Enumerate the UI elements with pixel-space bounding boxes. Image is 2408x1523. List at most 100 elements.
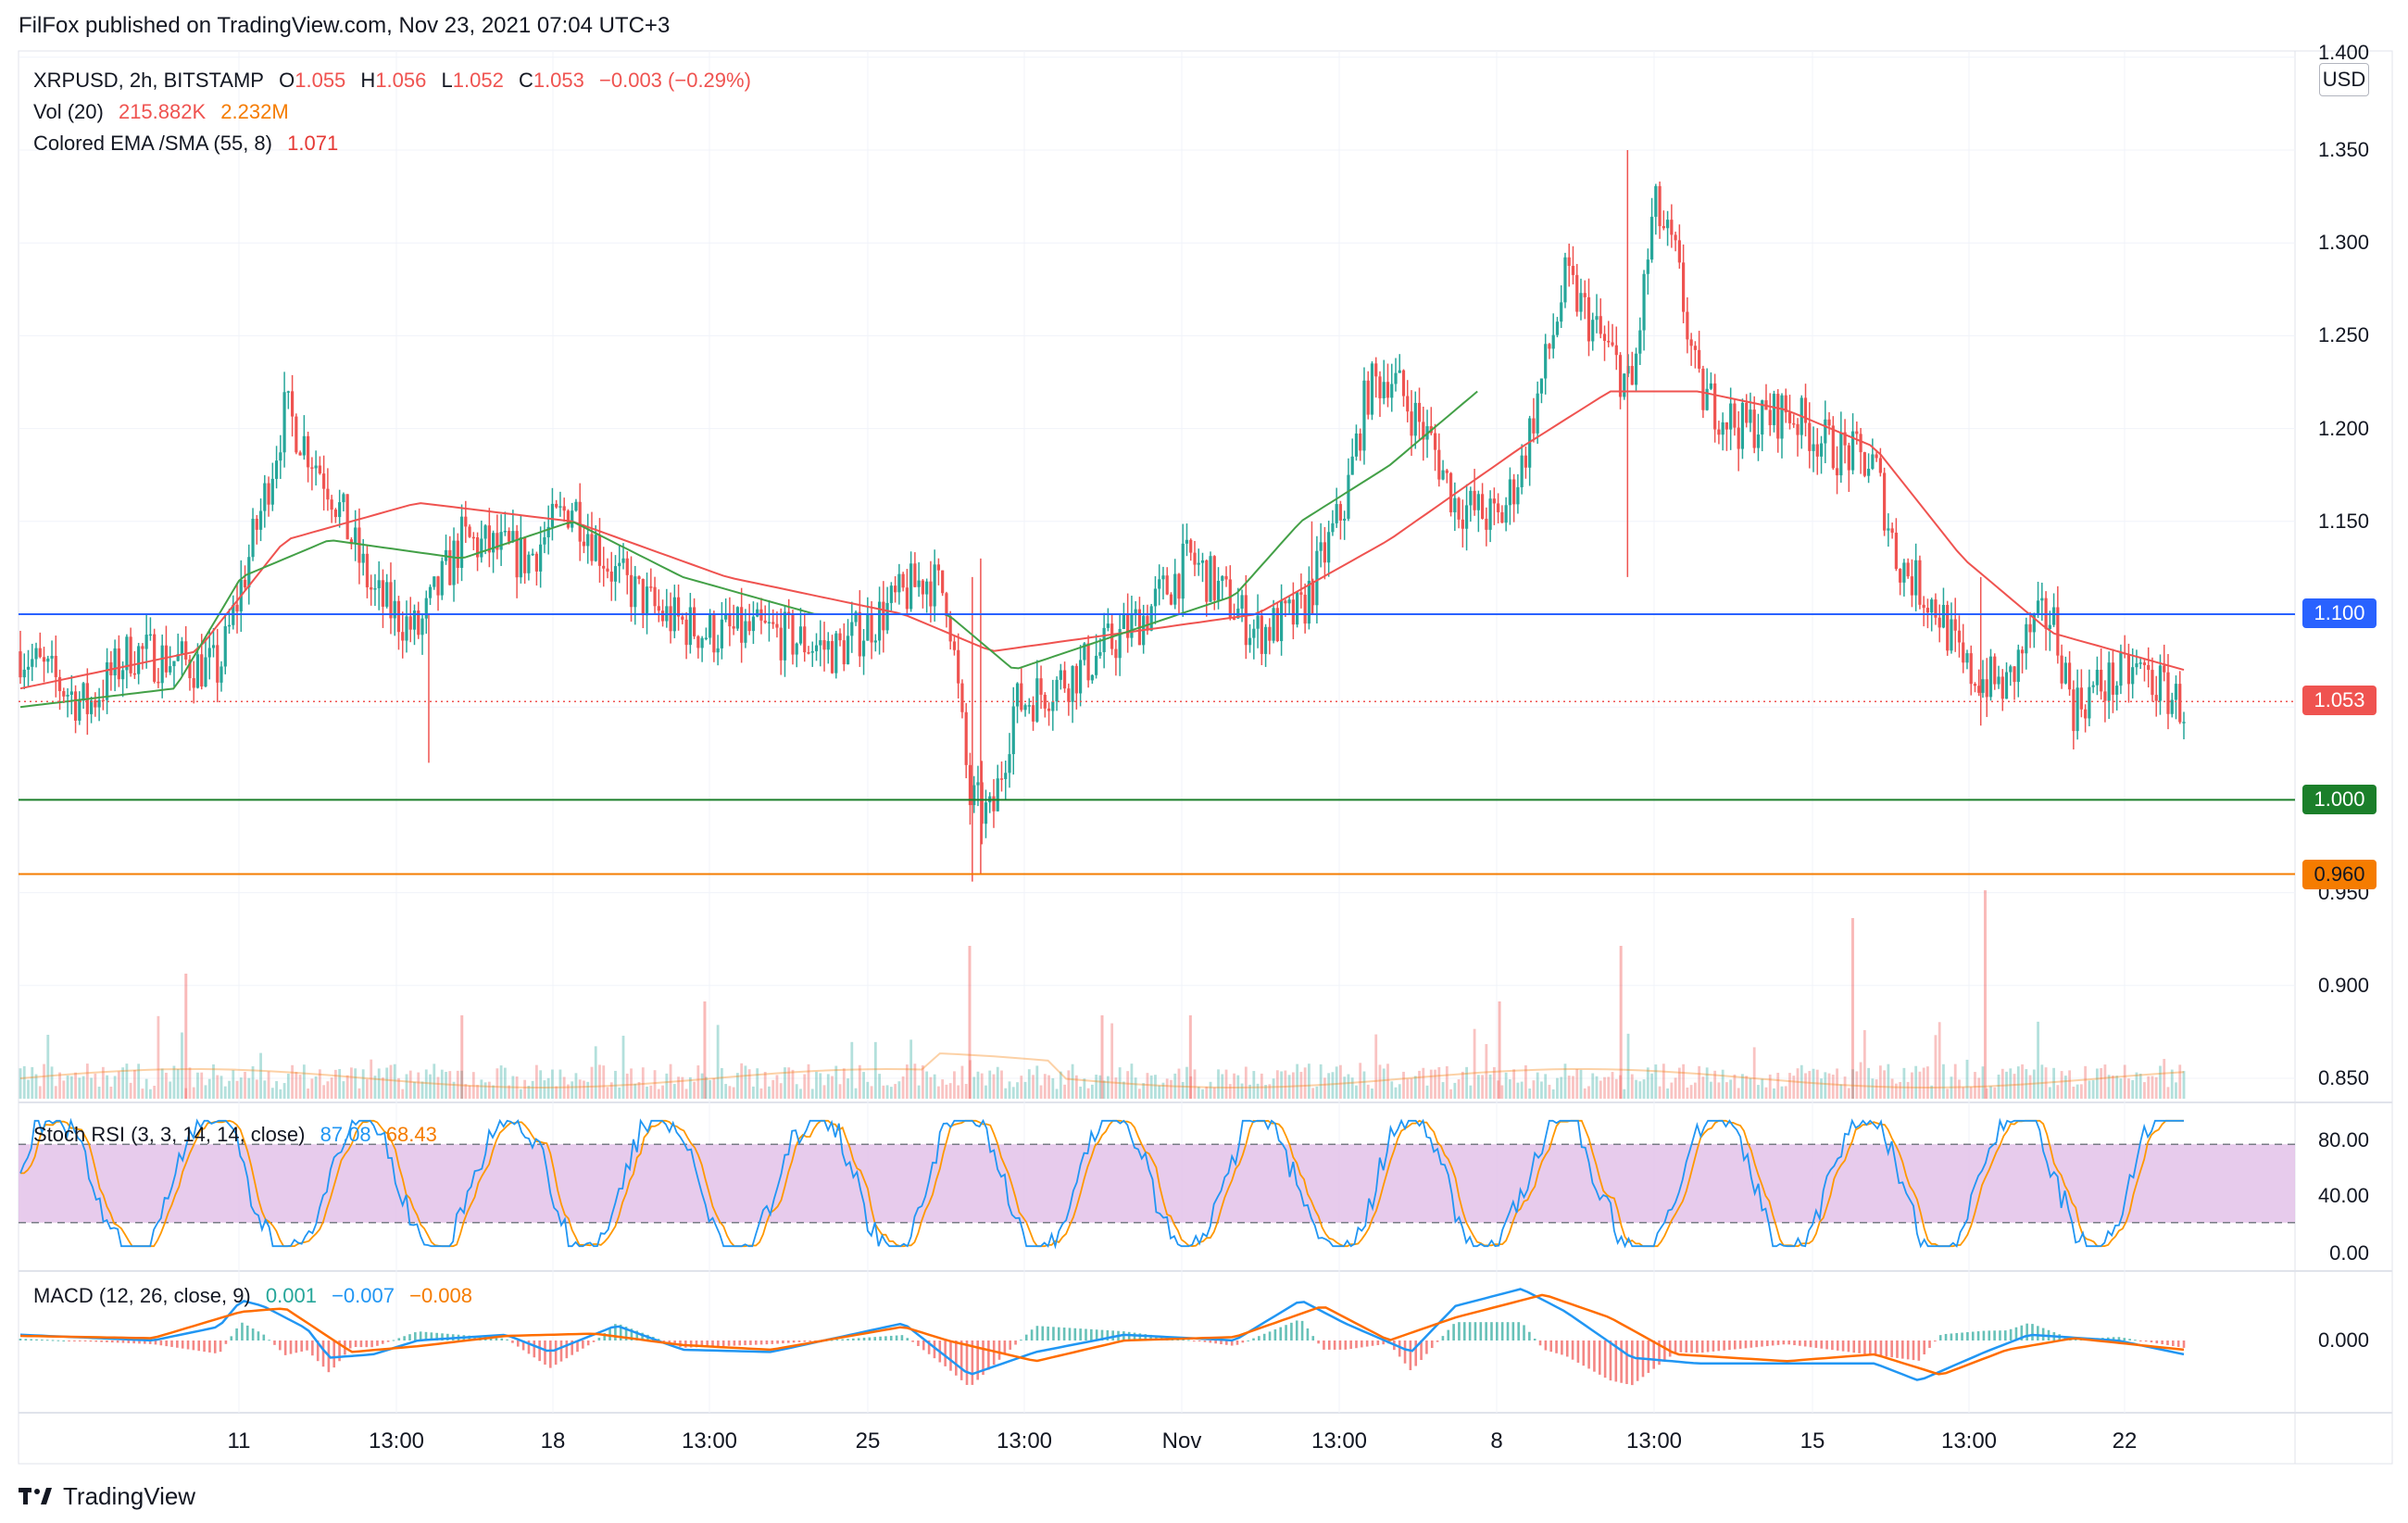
candle-body	[775, 623, 779, 628]
volume-bar	[1315, 1086, 1319, 1099]
macd-hist-bar	[657, 1339, 660, 1340]
candle-body	[1902, 562, 1906, 583]
volume-bar	[976, 1071, 980, 1099]
volume-bar	[819, 1073, 822, 1099]
candle-body	[188, 659, 192, 679]
candle-body	[282, 392, 286, 453]
candle-body	[1275, 608, 1279, 642]
symbol-label[interactable]: XRPUSD, 2h, BITSTAMP	[33, 69, 264, 92]
candle-body	[2166, 672, 2170, 714]
volume-label[interactable]: Vol (20)	[33, 100, 104, 123]
volume-bar	[1323, 1077, 1326, 1099]
currency-button[interactable]: USD	[2319, 63, 2369, 96]
volume-bar	[535, 1064, 538, 1099]
volume-bar	[1926, 1066, 1929, 1099]
macd-hist-bar	[1138, 1333, 1142, 1340]
candle-body	[1548, 344, 1551, 349]
candle-body	[873, 640, 877, 643]
candle-body	[2000, 676, 2004, 699]
candle-body	[1319, 542, 1323, 551]
macd-hist-bar	[749, 1340, 752, 1345]
candle-body	[1618, 355, 1623, 397]
tradingview-logo[interactable]: TradingView	[19, 1482, 195, 1511]
macd-hist-bar	[2182, 1340, 2186, 1348]
stoch-tick-80: 80.00	[2317, 1128, 2369, 1152]
volume-bar	[141, 1089, 144, 1099]
candle-body	[2079, 687, 2083, 710]
macd-hist-bar	[635, 1330, 639, 1340]
volume-bar	[1366, 1084, 1370, 1099]
volume-bar	[1488, 1074, 1492, 1099]
macd-hist-bar	[1858, 1340, 1861, 1353]
candle-body	[1787, 412, 1792, 423]
stoch-label[interactable]: Stoch RSI (3, 3, 14, 14, close)	[33, 1123, 306, 1146]
macd-hist-bar	[1523, 1325, 1525, 1340]
candle-body	[1646, 259, 1649, 274]
ema-legend: Colored EMA /SMA (55, 8) 1.071	[33, 132, 347, 156]
volume-bar	[184, 1088, 188, 1099]
candle-body	[1930, 599, 1934, 613]
volume-bar	[684, 1089, 688, 1099]
volume-bar	[1630, 1074, 1634, 1099]
candle-body	[480, 538, 483, 558]
volume-bar	[480, 1079, 483, 1099]
candle-body	[1224, 575, 1228, 580]
candle-body	[889, 585, 893, 603]
candle-body	[976, 782, 980, 786]
volume-bar	[1827, 1073, 1831, 1099]
candle-body	[980, 782, 984, 824]
candle-body	[660, 610, 665, 622]
volume-bar	[1100, 1015, 1104, 1099]
ema-label[interactable]: Colored EMA /SMA (55, 8)	[33, 132, 272, 155]
volume-bar	[1847, 1088, 1850, 1099]
volume-bar	[1055, 1089, 1059, 1099]
volume-bar	[219, 1076, 223, 1099]
volume-bar	[1918, 1071, 1922, 1099]
volume-bar	[1422, 1067, 1425, 1099]
price-badge-orange: 0.960	[2302, 860, 2377, 889]
volume-bar	[1043, 1074, 1047, 1099]
macd-hist-bar	[1024, 1334, 1028, 1340]
volume-bar	[228, 1080, 231, 1099]
candle-body	[1193, 552, 1197, 565]
macd-hist-bar	[1225, 1340, 1228, 1345]
candle-body	[657, 606, 660, 611]
volume-bar	[771, 1079, 775, 1099]
volume-bar	[1749, 1077, 1752, 1099]
price-badge-current: 1.053	[2302, 686, 2377, 715]
candle-body	[101, 699, 105, 701]
candle-body	[34, 648, 38, 660]
candle-body	[1378, 376, 1382, 398]
volume-bar	[279, 1089, 282, 1099]
candle-body	[2095, 669, 2099, 686]
volume-bar	[483, 1082, 487, 1099]
volume-bar	[1946, 1089, 1950, 1099]
volume-bar	[1453, 1082, 1457, 1099]
volume-bar	[153, 1086, 157, 1099]
macd-label[interactable]: MACD (12, 26, close, 9)	[33, 1284, 251, 1307]
candle-body	[1563, 257, 1567, 303]
candle-body	[826, 641, 830, 650]
macd-hist-bar	[1398, 1340, 1401, 1357]
candle-body	[22, 669, 26, 678]
candle-body	[1394, 372, 1398, 384]
macd-hist-bar	[170, 1340, 173, 1347]
volume-bar	[1343, 1076, 1347, 1099]
volume-bar	[740, 1063, 744, 1099]
candle-body	[1350, 456, 1354, 475]
volume-bar	[377, 1068, 381, 1099]
time-tick: 11	[227, 1429, 251, 1454]
volume-bar	[1240, 1083, 1244, 1099]
macd-hist-bar	[1696, 1340, 1699, 1353]
volume-bar	[1142, 1083, 1146, 1099]
volume-bar	[897, 1081, 901, 1099]
volume-bar	[1942, 1064, 1945, 1099]
macd-hist-bar	[1549, 1340, 1553, 1353]
volume-bar	[286, 1074, 290, 1099]
volume-bar	[1130, 1064, 1134, 1099]
volume-bar	[1804, 1073, 1807, 1099]
candle-body	[1047, 708, 1051, 711]
volume-bar	[1339, 1064, 1342, 1099]
volume-bar	[1737, 1088, 1740, 1099]
